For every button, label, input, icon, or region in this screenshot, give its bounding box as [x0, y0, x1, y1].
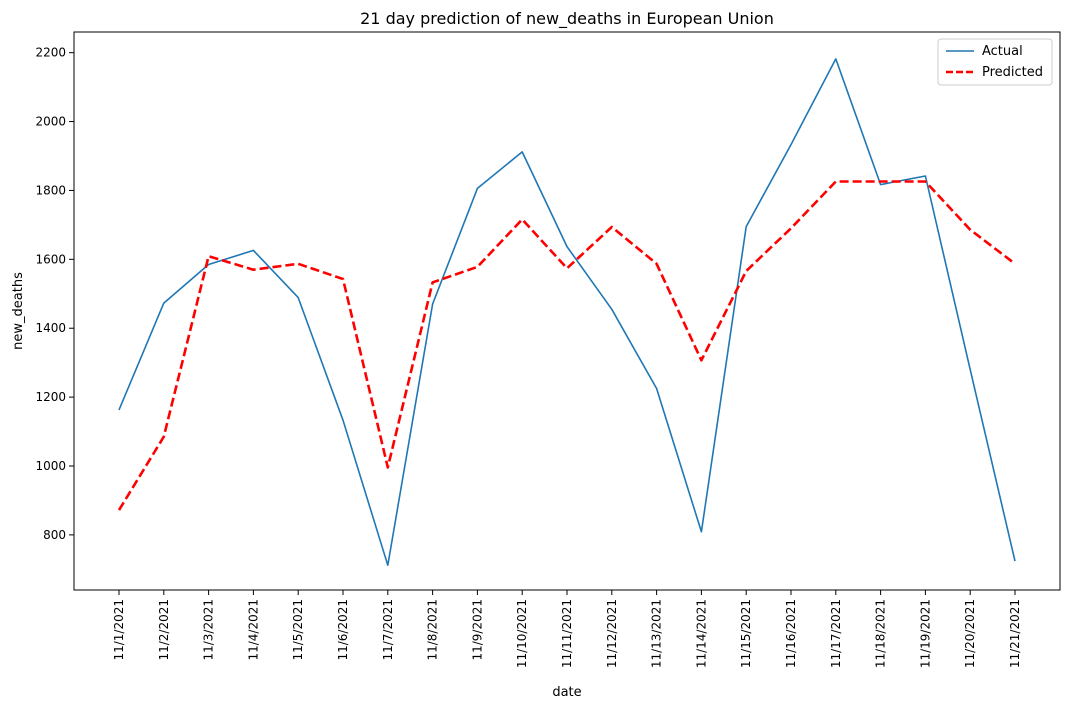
y-tick-label: 2000 — [35, 115, 66, 129]
y-tick-label: 1600 — [35, 252, 66, 266]
y-tick-label: 2200 — [35, 46, 66, 60]
y-axis-label: new_deaths — [11, 272, 26, 350]
y-axis: 800 1000 1200 1400 1600 1800 2000 2200 — [35, 46, 74, 542]
x-tick-label: 11/20/2021 — [963, 599, 977, 668]
x-tick-label: 11/15/2021 — [739, 599, 753, 668]
x-tick-label: 11/21/2021 — [1008, 599, 1022, 668]
series-layer — [117, 58, 1016, 567]
x-tick-label: 11/6/2021 — [336, 599, 350, 661]
chart-title: 21 day prediction of new_deaths in Europ… — [360, 9, 774, 29]
y-tick-label: 1400 — [35, 321, 66, 335]
x-axis: 11/1/2021 11/2/2021 11/3/2021 11/4/2021 11/5… — [112, 590, 1022, 668]
x-tick-label: 11/8/2021 — [426, 599, 440, 661]
x-tick-label: 11/7/2021 — [381, 599, 395, 661]
y-tick-label: 800 — [43, 528, 66, 542]
legend: Actual Predicted — [937, 38, 1053, 86]
y-tick-label: 1200 — [35, 390, 66, 404]
x-axis-label: date — [552, 685, 581, 700]
y-tick-label: 1000 — [35, 459, 66, 473]
legend-label-actual: Actual — [982, 44, 1023, 59]
x-tick-label: 11/14/2021 — [694, 599, 708, 668]
y-tick-label: 1800 — [35, 183, 66, 197]
series-line-actual — [118, 58, 1016, 567]
x-tick-label: 11/9/2021 — [470, 599, 484, 661]
x-tick-label: 11/4/2021 — [246, 599, 260, 661]
x-tick-label: 11/18/2021 — [874, 599, 888, 668]
x-tick-label: 11/1/2021 — [112, 599, 126, 661]
x-tick-label: 11/17/2021 — [829, 599, 843, 668]
legend-label-predicted: Predicted — [982, 65, 1043, 80]
x-tick-label: 11/11/2021 — [560, 599, 574, 668]
plot-area — [73, 31, 1061, 591]
x-tick-label: 11/12/2021 — [605, 599, 619, 668]
x-tick-label: 11/3/2021 — [202, 599, 216, 661]
x-tick-label: 11/10/2021 — [515, 599, 529, 668]
series-line-predicted — [117, 180, 1016, 511]
x-tick-label: 11/2/2021 — [157, 599, 171, 661]
x-tick-label: 11/5/2021 — [291, 599, 305, 661]
x-tick-label: 11/13/2021 — [650, 599, 664, 668]
x-tick-label: 11/16/2021 — [784, 599, 798, 668]
x-tick-label: 11/19/2021 — [918, 599, 932, 668]
